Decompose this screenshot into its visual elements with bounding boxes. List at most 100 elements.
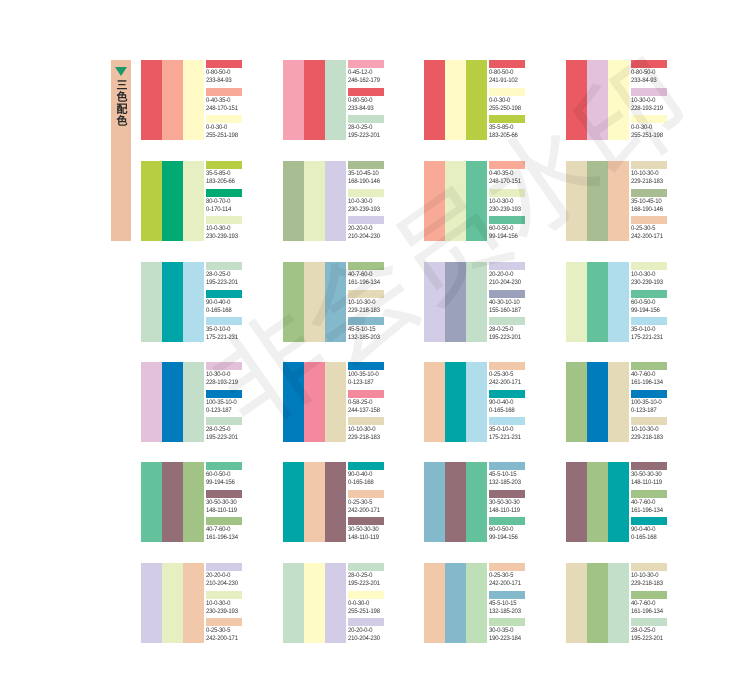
color-value-entry: 0-25-30-5 242-200-171 [631, 216, 667, 241]
palette-card: 28-0-25-0 195-223-201 90-0-40-0 0-165-168 35… [141, 262, 242, 342]
rgb-value: 242-200-171 [489, 380, 521, 386]
color-swatch [162, 161, 183, 241]
color-value-entry: 20-20-0-0 210-204-230 [348, 618, 384, 643]
rgb-value: 229-218-183 [348, 308, 380, 314]
color-swatch [466, 161, 487, 241]
color-chip [348, 390, 384, 398]
rgb-value: 132-185-203 [489, 609, 521, 615]
rgb-value: 230-239-193 [348, 207, 380, 213]
rgb-value: 99-194-156 [206, 480, 235, 486]
cmyk-value: 30-50-30-30 [489, 500, 520, 506]
color-swatch [141, 60, 162, 140]
color-swatch [466, 262, 487, 342]
color-value-entry: 0-0-30-0 255-250-198 [489, 88, 525, 113]
cmyk-value: 20-20-0-0 [206, 573, 231, 579]
rgb-value: 195-223-201 [206, 280, 238, 286]
rgb-value: 183-205-66 [206, 179, 235, 185]
color-value-entry: 30-50-30-30 148-110-119 [206, 490, 242, 515]
cmyk-value: 35-10-45-10 [348, 171, 379, 177]
color-swatch [466, 60, 487, 140]
color-chip [206, 618, 242, 626]
rgb-value: 0-165-168 [631, 535, 657, 541]
rgb-value: 242-200-171 [206, 636, 238, 642]
cmyk-value: 10-0-30-0 [489, 199, 514, 205]
palette-card: 28-0-25-0 195-223-201 0-0-30-0 255-251-198 2… [283, 563, 384, 643]
cmyk-value: 28-0-25-0 [631, 628, 656, 634]
color-value-entry: 100-35-10-0 0-123-187 [348, 362, 384, 387]
color-value-entry: 28-0-25-0 195-223-201 [348, 563, 384, 588]
color-chip [631, 517, 667, 525]
color-chip [631, 290, 667, 298]
color-value-entry: 60-0-50-0 99-194-156 [489, 517, 525, 542]
color-swatch [183, 262, 204, 342]
cmyk-value: 35-0-10-0 [206, 327, 231, 333]
rgb-value: 229-218-183 [348, 435, 380, 441]
color-chip [348, 490, 384, 498]
cmyk-value: 0-80-50-0 [206, 70, 231, 76]
color-chip [631, 161, 667, 169]
cmyk-value: 10-10-30-0 [348, 300, 376, 306]
cmyk-value: 100-35-10-0 [631, 400, 662, 406]
rgb-value: 210-204-230 [489, 280, 521, 286]
rgb-value: 183-205-66 [489, 133, 518, 139]
color-chip [489, 290, 525, 298]
rgb-value: 195-223-201 [348, 581, 380, 587]
color-swatch [466, 462, 487, 542]
color-chip [348, 618, 384, 626]
color-value-entry: 0-40-35-0 248-170-151 [489, 161, 525, 186]
cmyk-value: 40-7-60-0 [631, 372, 656, 378]
color-value-entry: 30-50-30-30 148-110-119 [631, 462, 667, 487]
color-chip [206, 189, 242, 197]
rgb-value: 0-123-187 [631, 408, 657, 414]
color-value-entry: 10-0-30-0 230-239-193 [631, 262, 667, 287]
color-value-entry: 20-20-0-0 210-204-230 [489, 262, 525, 287]
cmyk-value: 40-7-60-0 [631, 601, 656, 607]
cmyk-value: 28-0-25-0 [206, 272, 231, 278]
rgb-value: 148-110-119 [631, 480, 662, 486]
color-swatch [325, 563, 346, 643]
color-chip [489, 517, 525, 525]
palette-card: 35-10-45-10 168-190-146 10-0-30-0 230-239-1… [283, 161, 384, 241]
cmyk-value: 40-7-60-0 [206, 527, 231, 533]
color-value-entry: 0-58-25-0 244-137-158 [348, 390, 384, 415]
palette-card: 10-0-30-0 230-239-193 60-0-50-0 99-194-156 3… [566, 262, 667, 342]
color-chip [206, 390, 242, 398]
cmyk-value: 0-80-50-0 [348, 98, 373, 104]
color-swatch [466, 563, 487, 643]
color-chip [631, 115, 667, 123]
cmyk-value: 0-40-35-0 [489, 171, 514, 177]
cmyk-value: 10-0-30-0 [206, 226, 231, 232]
cmyk-value: 40-7-60-0 [348, 272, 373, 278]
color-value-entry: 90-0-40-0 0-165-168 [489, 390, 525, 415]
color-swatch [445, 60, 466, 140]
color-value-entry: 90-0-40-0 0-165-168 [348, 462, 384, 487]
cmyk-value: 60-0-50-0 [489, 226, 514, 232]
rgb-value: 233-84-93 [348, 106, 374, 112]
color-chip [348, 189, 384, 197]
color-swatch [608, 161, 629, 241]
cmyk-value: 35-5-85-0 [489, 125, 514, 131]
rgb-value: 228-193-219 [631, 106, 663, 112]
color-value-entry: 40-7-60-0 161-196-134 [348, 262, 384, 287]
cmyk-value: 90-0-40-0 [631, 527, 656, 533]
color-swatch [608, 60, 629, 140]
cmyk-value: 10-10-30-0 [348, 427, 376, 433]
color-chip [206, 88, 242, 96]
color-value-entry: 35-5-85-0 183-205-66 [489, 115, 525, 140]
rgb-value: 148-110-119 [348, 535, 379, 541]
color-chip [631, 216, 667, 224]
color-value-entry: 0-25-30-5 242-200-171 [348, 490, 384, 515]
cmyk-value: 80-0-70-0 [206, 199, 231, 205]
color-chip [348, 88, 384, 96]
cmyk-value: 30-0-35-0 [489, 628, 514, 634]
color-chip [631, 462, 667, 470]
color-chip [489, 390, 525, 398]
color-swatch [424, 161, 445, 241]
color-swatch [283, 60, 304, 140]
color-swatch [587, 362, 608, 442]
color-chip [631, 317, 667, 325]
cmyk-value: 60-0-50-0 [631, 300, 656, 306]
rgb-value: 229-218-183 [631, 179, 663, 185]
color-value-entry: 0-80-50-0 241-91-102 [489, 60, 525, 85]
color-value-entry: 35-5-85-0 183-205-66 [206, 161, 242, 186]
